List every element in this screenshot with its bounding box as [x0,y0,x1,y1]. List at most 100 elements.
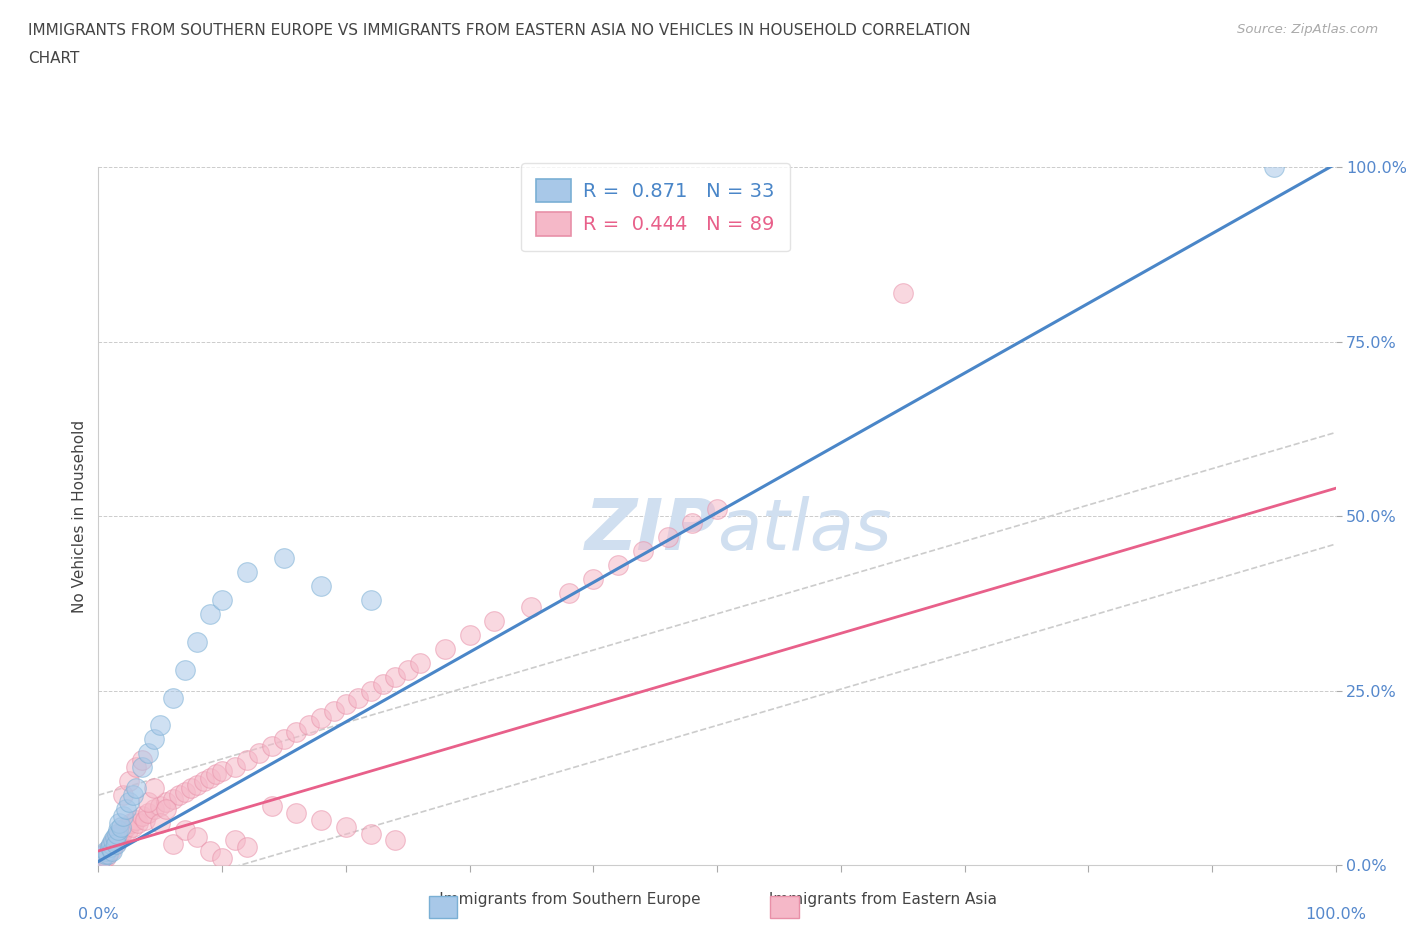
Point [273,732,295,747]
Point [193,774,215,789]
Point [186,634,208,649]
Point [104,835,127,850]
Point [409,655,432,670]
Point [100,843,122,857]
Point [205,766,228,781]
Point [236,753,259,768]
Point [371,676,394,691]
Point [112,788,135,803]
Point [124,812,146,827]
Point [335,698,357,712]
Point [100,837,122,852]
Point [360,592,382,607]
Point [118,774,141,789]
Point [285,805,308,820]
Point [433,642,456,657]
Point [167,788,190,803]
Point [112,809,135,824]
Point [211,850,233,865]
Point [96,844,118,858]
Point [112,824,135,839]
Point [103,833,125,848]
Point [247,746,270,761]
Point [134,812,156,827]
Point [131,753,153,768]
Point [98,840,121,855]
Point [136,746,159,761]
Point [309,578,332,593]
Point [309,711,332,725]
Point [122,819,145,834]
Point [236,565,259,579]
Point [298,718,321,733]
Point [103,830,125,844]
Point [458,628,481,643]
Text: 100.0%: 100.0% [1305,907,1367,922]
Point [1263,160,1285,175]
Text: Immigrants from Southern Europe              Immigrants from Eastern Asia: Immigrants from Southern Europe Immigran… [409,892,997,907]
Point [94,844,117,858]
Point [607,557,630,572]
Point [155,794,177,809]
Point [174,662,197,677]
Point [198,770,221,785]
Point [93,852,115,867]
Point [681,515,703,530]
Point [211,764,233,778]
Point [273,551,295,565]
Point [706,502,728,517]
Point [108,826,131,841]
Text: CHART: CHART [28,51,80,66]
Legend: R =  0.871   N = 33, R =  0.444   N = 89: R = 0.871 N = 33, R = 0.444 N = 89 [520,163,790,251]
Point [110,819,132,834]
Point [484,614,506,629]
Point [347,690,370,705]
Point [224,760,246,775]
Point [90,854,112,869]
Point [131,809,153,824]
Point [260,798,283,813]
Point [97,847,120,862]
Text: IMMIGRANTS FROM SOUTHERN EUROPE VS IMMIGRANTS FROM EASTERN ASIA NO VEHICLES IN H: IMMIGRANTS FROM SOUTHERN EUROPE VS IMMIG… [28,23,970,38]
Point [93,847,115,862]
Point [384,833,406,848]
Point [285,725,308,740]
Point [657,530,679,545]
Point [396,662,419,677]
Point [105,826,128,841]
Point [136,794,159,809]
Point [174,823,197,837]
Text: ZIP: ZIP [585,496,717,565]
Text: atlas: atlas [717,496,891,565]
Point [108,816,131,830]
Point [114,802,136,817]
Point [110,829,132,843]
Point [557,586,579,601]
Point [224,833,246,848]
Point [114,819,136,834]
Text: 0.0%: 0.0% [79,907,118,922]
Point [118,794,141,809]
Point [117,823,139,837]
Point [520,600,543,615]
Point [124,780,146,795]
Point [91,850,114,865]
Point [309,812,332,827]
Point [236,840,259,855]
Y-axis label: No Vehicles in Household: No Vehicles in Household [72,419,87,613]
Point [107,823,129,837]
Point [198,844,221,858]
Point [384,670,406,684]
Point [260,738,283,753]
Point [186,777,208,792]
Point [131,760,153,775]
Point [104,837,127,852]
Point [198,606,221,621]
Point [322,704,344,719]
Point [98,840,121,855]
Point [174,784,197,799]
Point [149,718,172,733]
Point [143,780,166,795]
Point [91,850,114,865]
Point [162,791,184,806]
